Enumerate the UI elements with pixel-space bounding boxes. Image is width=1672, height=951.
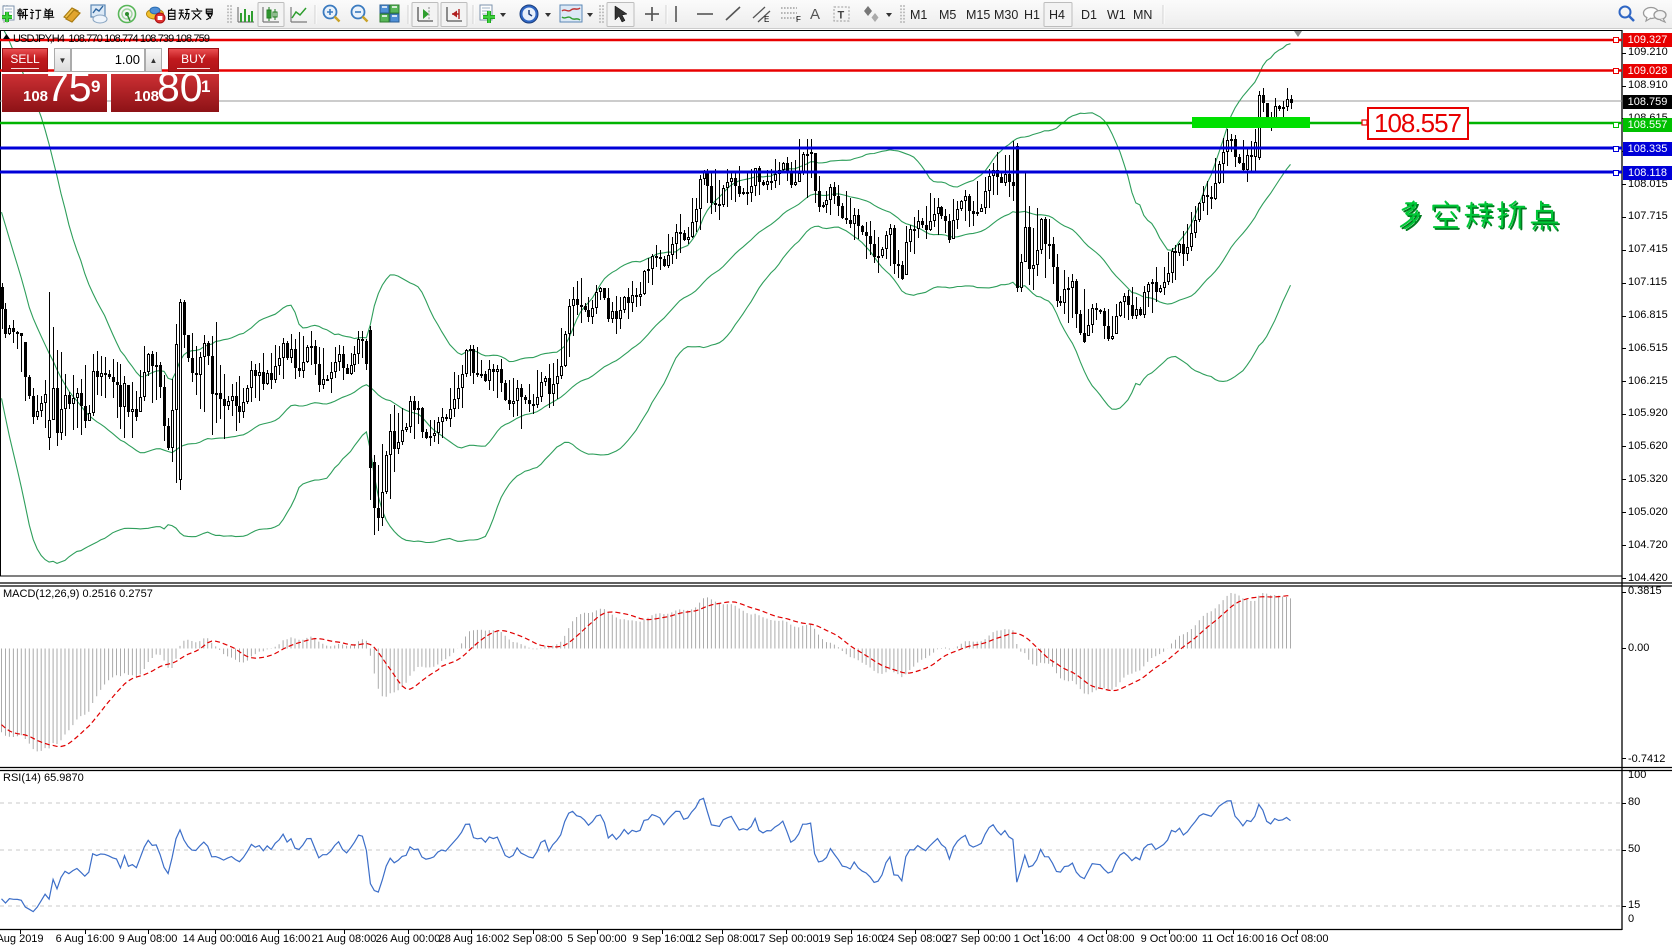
svg-text:M30: M30: [994, 8, 1018, 22]
svg-text:M1: M1: [910, 8, 927, 22]
svg-text:M5: M5: [939, 8, 956, 22]
svg-text:A: A: [810, 6, 820, 23]
svg-text:MN: MN: [1133, 8, 1152, 22]
svg-text:H4: H4: [1049, 8, 1065, 22]
svg-text:108.557: 108.557: [1374, 108, 1462, 138]
svg-text:H1: H1: [1024, 8, 1040, 22]
svg-text:W1: W1: [1107, 8, 1126, 22]
svg-text:F: F: [796, 15, 801, 24]
svg-text:D1: D1: [1081, 8, 1097, 22]
svg-text:RSI(14) 65.9870: RSI(14) 65.9870: [3, 772, 84, 784]
svg-text:MACD(12,26,9) 0.2516 0.2757: MACD(12,26,9) 0.2516 0.2757: [3, 588, 153, 600]
svg-text:USDJPY,H4 108.770 108.774 108: USDJPY,H4 108.770 108.774 108.739 108.75…: [13, 33, 210, 45]
svg-text:E: E: [764, 15, 769, 24]
svg-text:M15: M15: [966, 8, 990, 22]
svg-text:T: T: [838, 10, 845, 22]
